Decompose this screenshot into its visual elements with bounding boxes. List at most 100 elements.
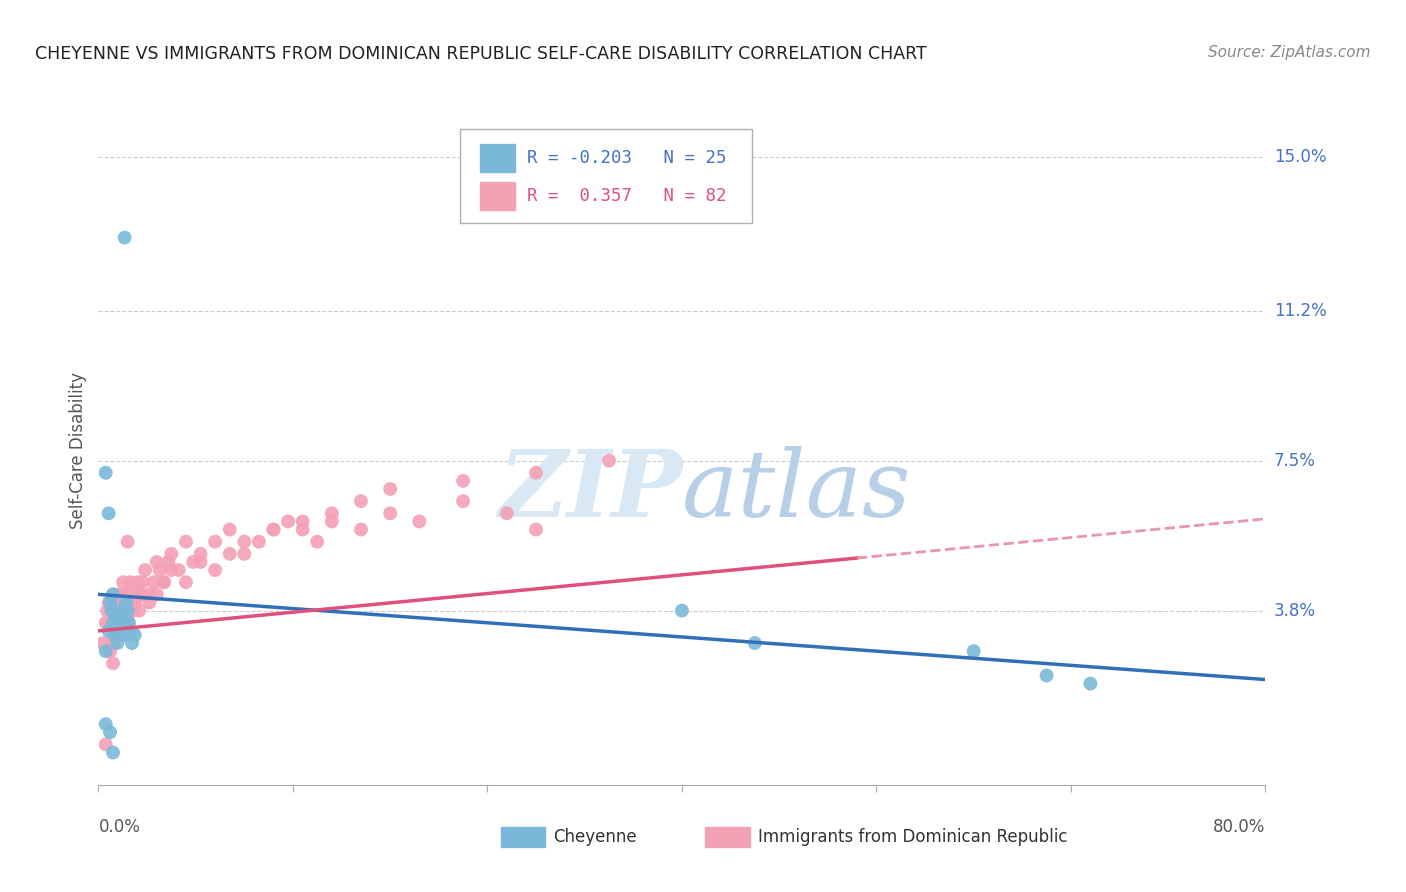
Point: [131, 575, 153, 590]
Point: [115, 604, 138, 618]
Point: [118, 615, 141, 630]
Point: [94, 466, 117, 480]
Point: [378, 506, 402, 520]
Point: [117, 595, 139, 609]
Point: [98, 644, 121, 658]
Point: [104, 612, 127, 626]
Text: ZIP: ZIP: [498, 446, 682, 535]
Point: [157, 555, 180, 569]
Bar: [706, 827, 749, 847]
Bar: [479, 144, 515, 172]
Point: [277, 515, 299, 529]
Text: R =  0.357   N = 82: R = 0.357 N = 82: [527, 187, 727, 205]
Point: [94, 738, 117, 752]
Text: 11.2%: 11.2%: [1274, 301, 1326, 319]
Point: [127, 575, 149, 590]
Point: [110, 615, 132, 630]
Point: [134, 563, 156, 577]
Point: [98, 595, 121, 609]
Point: [112, 628, 135, 642]
Point: [103, 604, 125, 618]
Point: [98, 725, 121, 739]
Point: [101, 615, 124, 630]
Bar: [501, 827, 546, 847]
Point: [291, 515, 314, 529]
Text: Source: ZipAtlas.com: Source: ZipAtlas.com: [1208, 45, 1371, 60]
Point: [114, 587, 136, 601]
Point: [114, 230, 136, 244]
Point: [112, 575, 135, 590]
Point: [307, 534, 329, 549]
Point: [153, 575, 176, 590]
Point: [103, 628, 125, 642]
Point: [108, 587, 131, 601]
Point: [218, 523, 240, 537]
Point: [117, 534, 139, 549]
Point: [233, 534, 256, 549]
Point: [101, 587, 124, 601]
Point: [110, 604, 132, 618]
Point: [153, 575, 176, 590]
Point: [167, 563, 190, 577]
Point: [124, 595, 146, 609]
Text: 80.0%: 80.0%: [1213, 819, 1265, 837]
Point: [120, 575, 142, 590]
Point: [142, 575, 165, 590]
Point: [121, 587, 143, 601]
Point: [218, 547, 240, 561]
Point: [96, 604, 118, 618]
Point: [350, 494, 373, 508]
Point: [524, 466, 547, 480]
Point: [495, 506, 517, 520]
Y-axis label: Self-Care Disability: Self-Care Disability: [69, 372, 87, 529]
Point: [104, 595, 127, 609]
Point: [451, 494, 474, 508]
Point: [262, 523, 284, 537]
Point: [1080, 676, 1102, 690]
Text: 15.0%: 15.0%: [1274, 147, 1326, 166]
Point: [451, 474, 474, 488]
Point: [94, 615, 117, 630]
Point: [190, 555, 212, 569]
Point: [98, 615, 121, 630]
Point: [110, 604, 132, 618]
Point: [160, 547, 183, 561]
Point: [120, 604, 142, 618]
Bar: [479, 182, 515, 211]
Point: [350, 523, 373, 537]
Point: [174, 575, 197, 590]
Point: [108, 624, 131, 638]
Point: [128, 587, 150, 601]
Point: [100, 604, 122, 618]
Point: [321, 506, 343, 520]
Point: [190, 547, 212, 561]
Point: [97, 624, 120, 638]
Point: [962, 644, 984, 658]
Point: [138, 587, 160, 601]
Point: [378, 482, 402, 496]
Point: [101, 746, 124, 760]
Point: [408, 515, 430, 529]
Text: CHEYENNE VS IMMIGRANTS FROM DOMINICAN REPUBLIC SELF-CARE DISABILITY CORRELATION : CHEYENNE VS IMMIGRANTS FROM DOMINICAN RE…: [35, 45, 927, 62]
Point: [101, 587, 124, 601]
Point: [204, 563, 226, 577]
Text: Cheyenne: Cheyenne: [554, 828, 637, 847]
Point: [149, 563, 172, 577]
Point: [204, 534, 226, 549]
Point: [146, 587, 169, 601]
FancyBboxPatch shape: [460, 129, 752, 223]
Point: [111, 615, 134, 630]
Point: [262, 523, 284, 537]
Point: [114, 628, 136, 642]
Text: Immigrants from Dominican Republic: Immigrants from Dominican Republic: [758, 828, 1067, 847]
Point: [114, 612, 136, 626]
Point: [101, 657, 124, 671]
Point: [94, 717, 117, 731]
Point: [1035, 668, 1057, 682]
Point: [247, 534, 270, 549]
Point: [117, 604, 139, 618]
Point: [524, 523, 547, 537]
Point: [97, 506, 120, 520]
Point: [122, 604, 145, 618]
Point: [160, 563, 183, 577]
